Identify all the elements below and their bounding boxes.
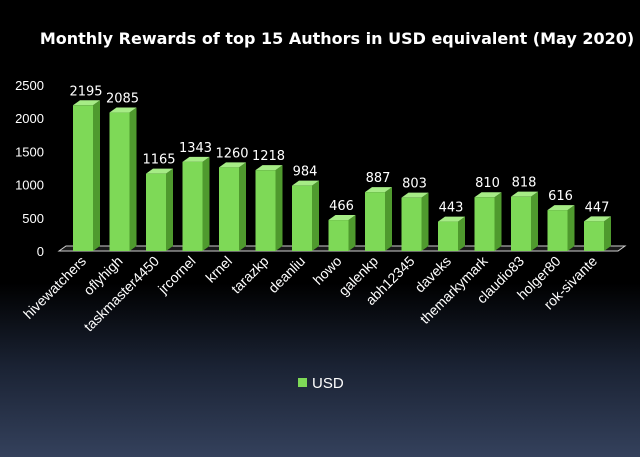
data-label: 447 <box>585 200 610 215</box>
data-label: 1260 <box>215 146 248 161</box>
bar <box>182 156 210 251</box>
y-tick-label: 0 <box>37 244 44 259</box>
bar-top <box>328 215 356 221</box>
bar-top <box>292 180 319 186</box>
chart-title: Monthly Rewards of top 15 Authors in USD… <box>40 29 634 48</box>
bar-front <box>109 112 130 251</box>
bar <box>146 168 173 251</box>
data-labels: 2195 2085 1165 1343 1260 1218 984 466 887 803 443 8… <box>69 84 609 215</box>
bar-top <box>547 205 575 211</box>
bar-front <box>474 197 495 251</box>
bar-front <box>292 185 312 251</box>
bar-top <box>401 192 429 198</box>
data-label: 1218 <box>252 149 285 164</box>
bar-front <box>146 173 166 251</box>
x-tick-label: deanliu <box>265 253 308 296</box>
bar-front <box>438 221 458 251</box>
y-tick-label: 2500 <box>15 78 44 93</box>
data-label: 803 <box>402 177 427 192</box>
data-label: 818 <box>512 176 537 191</box>
bar-side <box>202 156 210 251</box>
bar-side <box>494 192 502 251</box>
bar <box>547 205 575 251</box>
bar <box>219 162 246 251</box>
bar-front <box>365 192 385 251</box>
bar <box>109 107 137 251</box>
bar-side <box>129 107 137 251</box>
bar-top <box>109 107 137 113</box>
x-tick-label: krnel <box>202 253 235 286</box>
y-tick-label: 1500 <box>15 144 44 159</box>
bar-top <box>511 191 538 197</box>
bar <box>511 191 538 251</box>
bar <box>365 187 392 251</box>
bar-top <box>219 162 246 168</box>
bar <box>328 215 356 251</box>
y-tick-label: 2000 <box>15 111 44 126</box>
bar-top <box>182 156 210 162</box>
bar-front <box>584 221 604 251</box>
bar-top <box>255 165 283 171</box>
data-label: 984 <box>293 165 318 180</box>
bar-side <box>458 216 465 251</box>
y-tick-label: 500 <box>22 211 44 226</box>
bar <box>73 100 100 251</box>
bar-side <box>93 100 100 251</box>
bar <box>292 180 319 251</box>
bar-front <box>255 170 276 251</box>
bar-top <box>474 192 502 198</box>
data-label: 466 <box>329 199 354 214</box>
legend: USD <box>298 375 344 392</box>
bar-top <box>73 100 100 106</box>
bar <box>438 216 465 251</box>
y-tick-label: 1000 <box>15 178 44 193</box>
y-axis-ticks: 0 500 1000 1500 2000 2500 <box>15 78 44 259</box>
x-tick-label: jrcornel <box>154 253 198 297</box>
bar-side <box>604 216 611 251</box>
data-label: 810 <box>475 176 500 191</box>
bar-front <box>511 196 531 251</box>
data-label: 443 <box>439 201 464 216</box>
bar <box>255 165 283 251</box>
bar <box>474 192 502 251</box>
bar-side <box>385 187 392 251</box>
bar-front <box>401 197 422 251</box>
bar-side <box>531 191 538 251</box>
legend-label-usd: USD <box>312 375 344 392</box>
bar <box>401 192 429 251</box>
bar-side <box>348 215 356 251</box>
x-tick-label: tarazkp <box>228 253 272 297</box>
bar <box>584 216 611 251</box>
data-label: 887 <box>366 171 391 186</box>
bar-top <box>438 216 465 222</box>
bar-front <box>182 161 203 251</box>
bar-side <box>239 162 246 251</box>
data-label: 2195 <box>69 84 102 99</box>
bar-front <box>219 167 239 251</box>
data-label: 1343 <box>179 141 212 156</box>
bar-side <box>312 180 319 251</box>
x-tick-label: hivewatchers <box>20 253 89 322</box>
bar-top <box>146 168 173 174</box>
legend-swatch <box>298 378 307 387</box>
data-label: 616 <box>548 189 573 204</box>
bar-side <box>166 168 173 251</box>
bar-top <box>365 187 392 193</box>
data-label: 1165 <box>142 153 175 168</box>
bar-front <box>328 220 349 251</box>
bar-side <box>421 192 429 251</box>
data-label: 2085 <box>106 92 139 107</box>
bar-side <box>567 205 575 251</box>
bar-side <box>275 165 283 251</box>
x-axis-ticks: hivewatchersoflyhightaskmaster4450jrcorn… <box>20 252 600 334</box>
bars <box>73 100 611 251</box>
bar-front <box>547 210 568 251</box>
bar-front <box>73 105 93 251</box>
bar-top <box>584 216 611 222</box>
